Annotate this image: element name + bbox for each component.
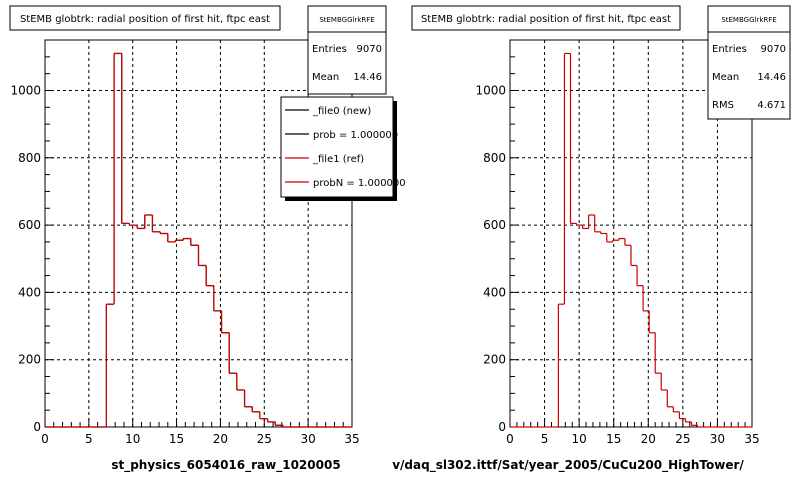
stats-label: Entries [312,44,347,55]
plot-frame [509,39,753,428]
title-box [411,5,681,31]
y-tick-label: 0 [33,420,41,434]
x-tick-label: 5 [541,432,549,446]
y-tick-label: 1000 [475,83,506,97]
x-tick-label: 20 [213,432,228,446]
legend-box [280,96,394,198]
legend-label: probN = 1.000000 [313,178,406,189]
stats-value: 14.46 [353,72,382,83]
x-tick-label: 5 [85,432,93,446]
stats-label: Mean [312,72,339,83]
y-tick-label: 0 [498,420,506,434]
legend: _file0 (new) prob = 1.000000 _file1 (ref) p… [285,106,406,189]
y-tick-label: 400 [18,285,41,299]
y-tick-label: 800 [483,151,506,165]
x-tick-label: 30 [301,432,316,446]
stats-box [707,5,791,120]
y-tick-label: 200 [18,353,41,367]
legend-label: _file1 (ref) [312,154,364,165]
x-tick-label: 30 [710,432,725,446]
x-axis-label: v/daq_sl302.ittf/Sat/year_2005/CuCu200_H… [392,458,744,473]
x-tick-label: 0 [41,432,49,446]
x-tick-label: 35 [744,432,759,446]
x-tick-label: 35 [344,432,359,446]
stats-box [307,5,387,95]
chart-title: StEMB globtrk: radial position of first … [421,14,671,25]
legend-label: prob = 1.000000 [313,130,398,141]
x-tick-label: 15 [169,432,184,446]
histogram-series-1 [510,52,752,428]
histogram-series-2 [45,52,352,428]
x-tick-label: 25 [257,432,272,446]
x-tick-label: 10 [572,432,587,446]
y-tick-label: 600 [18,218,41,232]
chart-panel-1: 0 5 10 15 20 25 30 35 0 200 400 600 800 1000 StEMB glo… [9,5,406,473]
chart-title: StEMB globtrk: radial position of first … [20,14,270,25]
stats-value: 4.671 [757,100,786,111]
x-axis-label: st_physics_6054016_raw_1020005 [111,458,340,473]
y-tick-label: 200 [483,353,506,367]
y-tick-label: 1000 [10,83,41,97]
stats-label: Entries [712,44,747,55]
stats-value: 9070 [761,44,786,55]
y-tick-label: 400 [483,285,506,299]
stats-value: 9070 [357,44,382,55]
x-tick-label: 10 [125,432,140,446]
y-tick-label: 800 [18,151,41,165]
x-tick-label: 0 [506,432,514,446]
chart-panel-2: 0 5 10 15 20 25 30 35 0 200 400 600 800 1000 StEMB glo… [392,5,791,473]
x-tick-label: 25 [675,432,690,446]
stats-name: StEMBGGlrkRFE [319,16,374,24]
y-tick-label: 600 [483,218,506,232]
x-tick-label: 20 [641,432,656,446]
stats-label: RMS [712,100,734,111]
legend-label: _file0 (new) [312,106,371,117]
stats-name: StEMBGGlrkRFE [721,16,776,24]
title-box [9,5,281,31]
x-tick-label: 15 [606,432,621,446]
stats-value: 14.46 [757,72,786,83]
plot-frame [44,39,353,428]
stats-label: Mean [712,72,739,83]
